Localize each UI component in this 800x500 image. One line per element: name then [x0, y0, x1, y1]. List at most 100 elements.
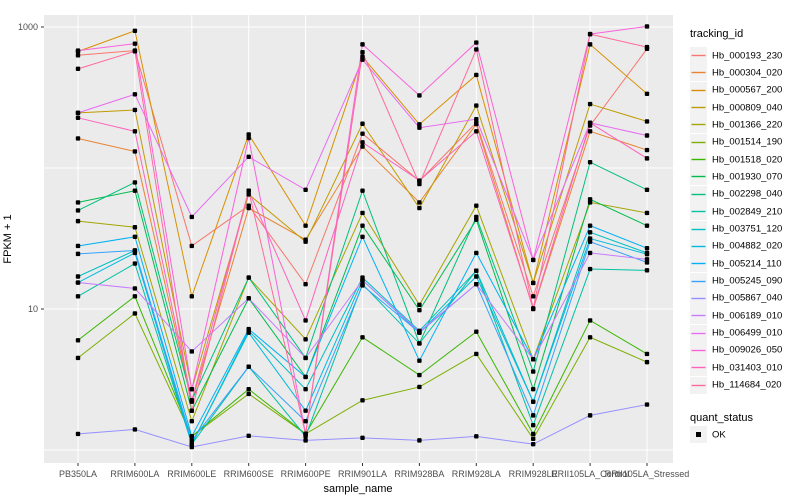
x-tick-label: RRIM928BA — [394, 469, 445, 479]
data-point — [644, 133, 650, 138]
data-point — [587, 197, 593, 202]
data-point — [474, 72, 479, 78]
data-point — [474, 268, 479, 273]
data-point — [644, 245, 650, 251]
legend-label: Hb_005214_110 — [712, 258, 782, 270]
x-tick-label: RRIM600LA — [110, 469, 160, 479]
data-point — [417, 384, 422, 390]
data-point — [417, 302, 422, 308]
data-point — [587, 129, 593, 134]
data-point — [474, 40, 479, 45]
data-point — [644, 257, 650, 262]
data-point — [360, 278, 365, 283]
data-point — [303, 337, 308, 342]
data-point — [75, 208, 81, 213]
line-key-icon — [690, 272, 707, 290]
legend-label: Hb_004882_020 — [712, 240, 783, 252]
data-point — [303, 419, 308, 424]
legend-title-quant-status: quant_status — [690, 412, 753, 424]
data-point — [189, 349, 194, 354]
data-point — [189, 444, 194, 450]
legend-label: Hb_006499_010 — [712, 327, 783, 339]
data-point — [587, 266, 593, 272]
data-point — [189, 434, 194, 439]
data-point — [360, 223, 365, 228]
data-point — [246, 296, 251, 301]
data-point — [474, 103, 479, 108]
data-point — [189, 294, 194, 299]
data-point — [132, 180, 138, 185]
data-point — [417, 122, 422, 127]
x-tick-label: RRIM928LE — [508, 469, 558, 479]
line-key-icon — [690, 133, 707, 151]
data-point — [189, 419, 194, 424]
data-point — [75, 66, 81, 72]
x-axis-title: sample_name — [323, 483, 393, 495]
data-point — [132, 41, 138, 46]
data-point — [417, 308, 422, 313]
data-point — [644, 351, 650, 357]
line-key-icon — [690, 203, 707, 221]
data-point — [531, 399, 536, 404]
data-point — [246, 205, 251, 211]
x-tick-label: RRIM901LA — [337, 469, 388, 479]
data-point — [417, 200, 422, 205]
line-key-icon — [690, 324, 707, 342]
data-point — [587, 335, 593, 340]
data-point — [474, 274, 479, 279]
data-point — [474, 47, 479, 52]
data-point — [417, 125, 422, 130]
data-point — [644, 24, 650, 29]
legend-label: Hb_005245_090 — [712, 275, 783, 287]
data-point — [303, 223, 308, 228]
legend-label: Hb_001514_190 — [712, 136, 783, 148]
legend-label: Hb_001930_070 — [712, 171, 783, 183]
data-point — [644, 44, 650, 50]
data-point — [132, 294, 138, 299]
data-point — [644, 119, 650, 124]
data-point — [132, 49, 138, 54]
data-point — [132, 286, 138, 291]
data-point — [303, 386, 308, 392]
point-key-icon — [690, 426, 707, 443]
data-point — [587, 159, 593, 165]
data-point — [132, 234, 138, 240]
data-point — [417, 358, 422, 363]
data-point — [75, 431, 81, 437]
data-point — [417, 372, 422, 378]
data-point — [360, 335, 365, 340]
data-point — [531, 280, 536, 286]
data-point — [132, 248, 138, 253]
data-point — [246, 188, 251, 193]
x-tick-label: PB350LA — [58, 469, 98, 479]
data-point — [303, 374, 308, 380]
data-point — [246, 154, 251, 160]
data-point — [360, 50, 365, 55]
data-point — [531, 257, 536, 263]
data-point — [189, 438, 194, 443]
line-key-icon — [690, 376, 707, 394]
data-point — [417, 341, 422, 346]
legend-title-tracking-id: tracking_id — [690, 28, 744, 40]
data-point — [246, 391, 251, 397]
line-key-icon — [690, 81, 707, 99]
data-point — [132, 92, 138, 97]
data-point — [417, 205, 422, 211]
data-point — [75, 53, 81, 58]
data-point — [360, 188, 365, 193]
line-key-icon — [690, 255, 707, 273]
line-key-icon — [690, 168, 707, 186]
data-point — [246, 433, 251, 439]
data-point — [474, 329, 479, 334]
data-point — [75, 136, 81, 141]
data-point — [531, 386, 536, 392]
legend-label: Hb_000304_020 — [712, 67, 783, 79]
data-point — [246, 132, 251, 137]
data-point — [360, 42, 365, 47]
legend-label: Hb_031403_010 — [712, 362, 783, 374]
legend-label: Hb_003751_120 — [712, 223, 783, 235]
data-point — [474, 281, 479, 287]
data-point — [587, 413, 593, 418]
data-point — [474, 351, 479, 357]
